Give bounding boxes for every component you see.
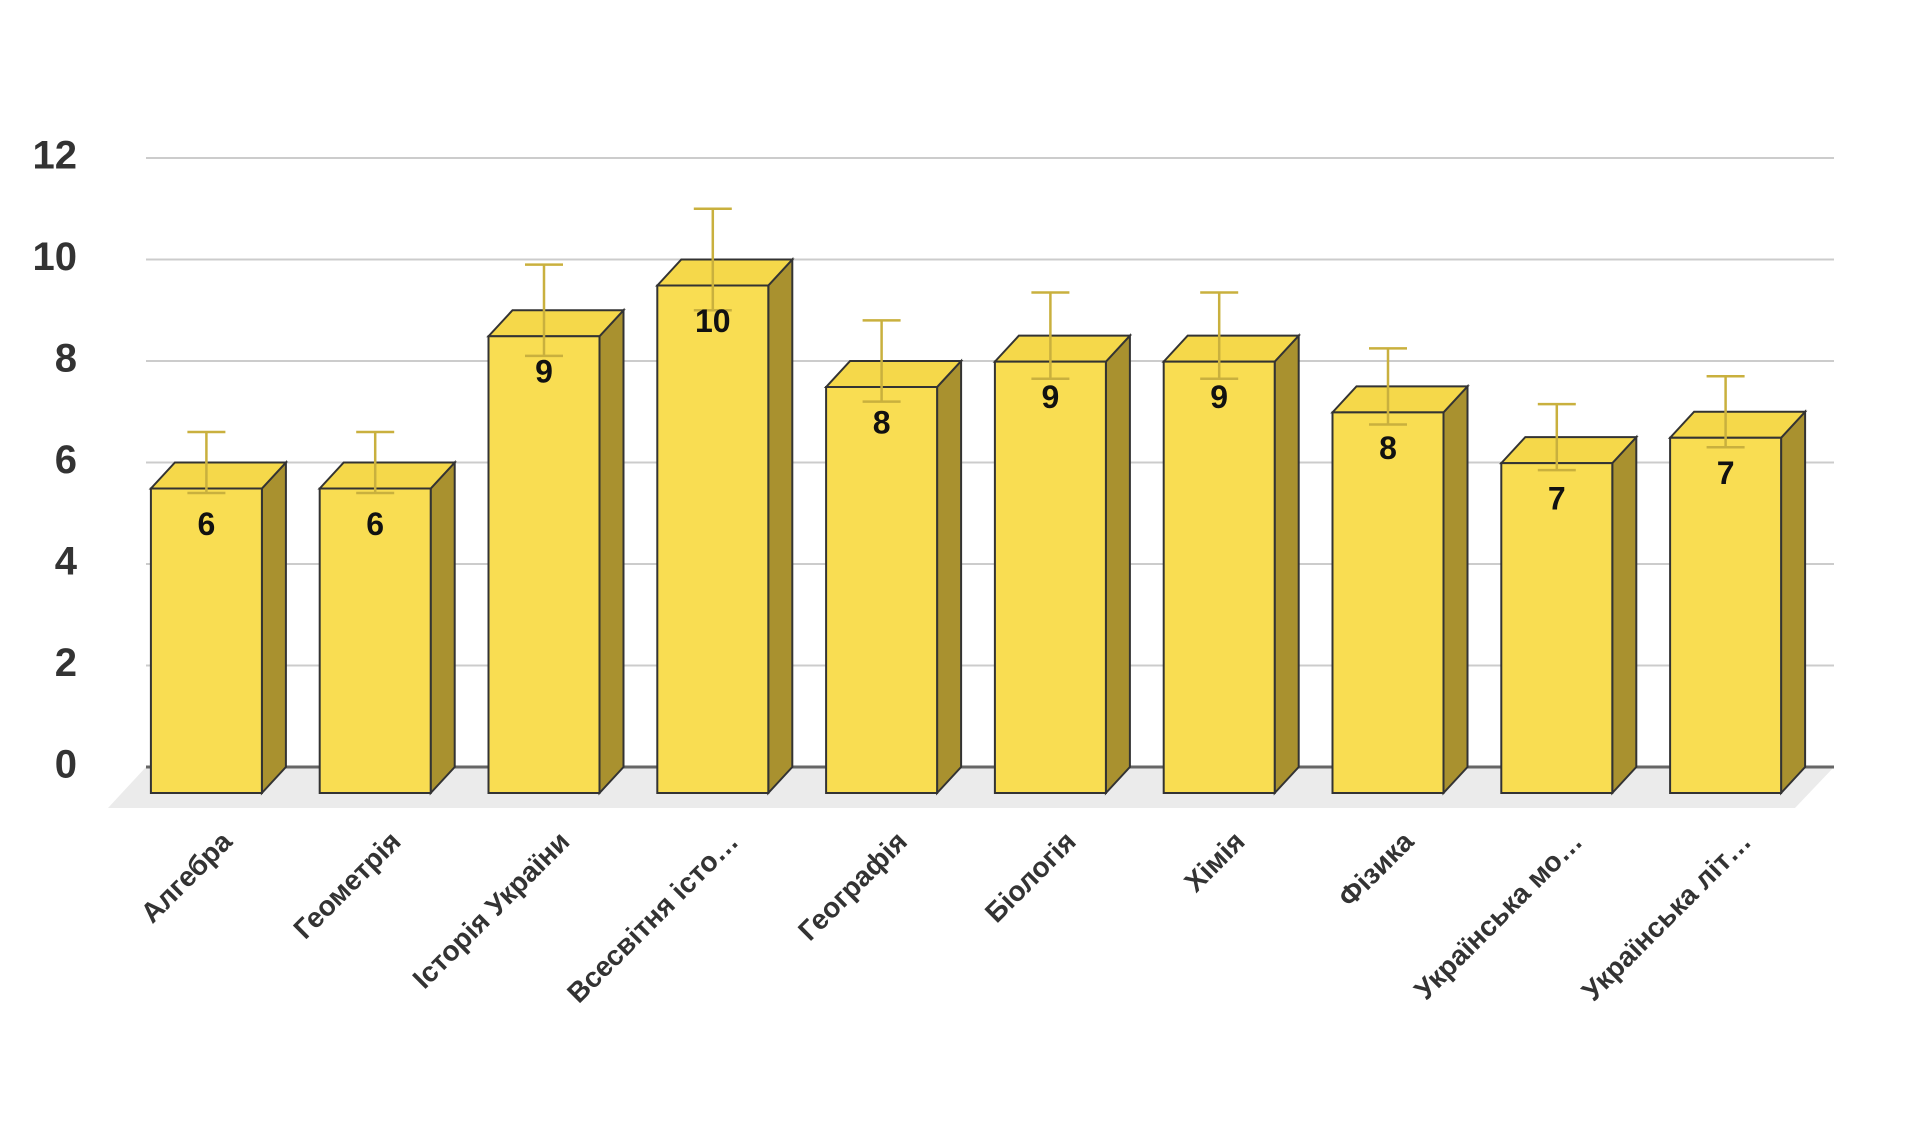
bar-top [317, 461, 457, 490]
bar [1669, 436, 1783, 794]
bar-side [429, 459, 456, 796]
bar-side [767, 256, 794, 796]
bar-side [1104, 333, 1131, 796]
x-tick-label: Геометрія [287, 826, 406, 945]
x-tick-label: Біологія [979, 826, 1082, 929]
y-tick-label: 0 [55, 743, 77, 787]
bar [1331, 411, 1445, 794]
bar-side [936, 358, 963, 796]
value-label: 8 [1379, 430, 1397, 466]
bar-side [1273, 333, 1300, 796]
bar [318, 487, 432, 794]
x-tick-label: Всесвітня істо… [561, 826, 744, 1009]
x-tick-label: Хімія [1178, 826, 1250, 898]
value-label: 9 [1210, 379, 1228, 415]
bar [487, 335, 601, 794]
y-tick-label: 2 [55, 641, 77, 685]
value-label: 9 [1042, 379, 1060, 415]
bar-side [1780, 409, 1807, 796]
bar-side [1442, 383, 1469, 796]
bar [656, 284, 770, 794]
bar-top [1330, 385, 1470, 414]
bar-top [823, 360, 964, 388]
bar-top [655, 258, 795, 287]
bar-top [486, 309, 626, 338]
value-label: 7 [1717, 455, 1735, 491]
bar-side [1611, 434, 1638, 796]
x-tick-label: Алгебра [135, 825, 238, 928]
x-tick-label: Фізика [1332, 825, 1420, 913]
value-label: 6 [366, 506, 384, 542]
y-tick-label: 8 [55, 337, 77, 381]
value-label: 10 [695, 303, 731, 339]
y-tick-label: 6 [55, 438, 77, 482]
bar-top [1499, 436, 1639, 465]
bar [1500, 462, 1614, 794]
x-tick-label: Українська мо… [1408, 826, 1588, 1006]
x-tick-label: Історія України [407, 826, 576, 995]
bar-top [148, 461, 289, 490]
value-label: 6 [198, 506, 216, 542]
bar [825, 386, 939, 794]
value-label: 8 [873, 404, 891, 440]
y-tick-label: 10 [33, 235, 78, 279]
x-tick-label: Українська літ… [1576, 826, 1757, 1007]
bar-top [992, 334, 1133, 363]
y-tick-label: 4 [55, 540, 78, 584]
value-label: 7 [1548, 481, 1566, 517]
bar-top [1667, 410, 1808, 439]
bar-side [260, 459, 287, 796]
y-tick-label: 12 [33, 134, 78, 178]
bar [993, 360, 1107, 794]
x-tick-label: Географія [792, 826, 913, 947]
bar [1162, 360, 1276, 794]
bar-side [598, 307, 625, 796]
bar-top [1161, 334, 1301, 363]
value-label: 9 [535, 354, 553, 390]
